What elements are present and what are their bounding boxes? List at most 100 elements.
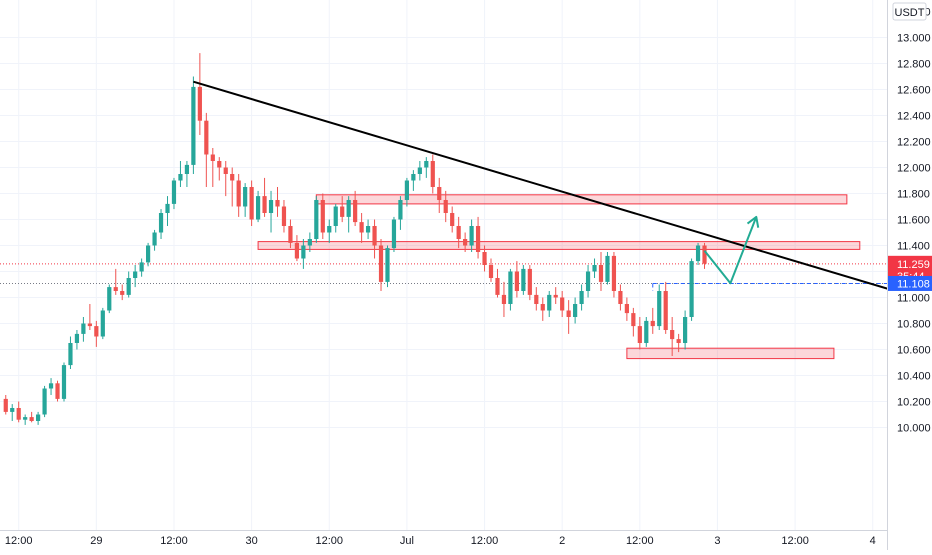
candle-body bbox=[100, 310, 105, 337]
time-tick-label: 12:00 bbox=[5, 535, 33, 547]
candle bbox=[126, 271, 131, 298]
candle-body bbox=[456, 226, 461, 239]
candle bbox=[243, 183, 248, 217]
candle-body bbox=[624, 304, 629, 314]
price-tick-label: 12.800 bbox=[897, 59, 931, 71]
price-tick-label: 10.000 bbox=[897, 423, 931, 435]
candle-body bbox=[689, 261, 694, 317]
candle bbox=[133, 265, 138, 288]
candle bbox=[450, 206, 455, 233]
candle bbox=[547, 291, 552, 317]
candle-body bbox=[566, 310, 571, 317]
candle bbox=[469, 219, 474, 252]
candle-body bbox=[55, 383, 60, 399]
candle bbox=[236, 174, 241, 217]
candle bbox=[81, 317, 86, 342]
candle-body bbox=[139, 262, 144, 272]
candle bbox=[372, 219, 377, 259]
trendline[interactable] bbox=[193, 80, 932, 321]
candle-body bbox=[475, 226, 481, 252]
candle bbox=[676, 333, 681, 353]
candle bbox=[495, 268, 500, 298]
candle-body bbox=[463, 239, 468, 246]
candle bbox=[411, 170, 416, 191]
candle bbox=[107, 284, 112, 314]
candle bbox=[365, 219, 371, 239]
candle bbox=[74, 330, 80, 350]
time-tick-label: 12:00 bbox=[626, 535, 654, 547]
candle-body bbox=[94, 326, 99, 337]
zone-rectangle-3[interactable] bbox=[626, 347, 835, 360]
candle-body bbox=[126, 278, 131, 295]
candle-body bbox=[87, 323, 92, 327]
candle bbox=[437, 177, 442, 213]
candle bbox=[657, 284, 662, 330]
currency-box[interactable] bbox=[892, 2, 927, 21]
candle-body bbox=[676, 339, 681, 343]
projection-path[interactable] bbox=[703, 216, 758, 285]
candle bbox=[430, 154, 435, 194]
candle bbox=[165, 196, 170, 226]
candle-body bbox=[307, 239, 312, 246]
zone-rectangle-1[interactable] bbox=[315, 194, 848, 205]
candle bbox=[346, 196, 351, 233]
price-tick-label: 10.400 bbox=[897, 371, 931, 383]
candle-body bbox=[365, 226, 371, 233]
candle bbox=[275, 187, 280, 217]
candle-body bbox=[495, 278, 500, 295]
candle bbox=[223, 161, 228, 197]
candle-body bbox=[378, 245, 384, 282]
candle-body bbox=[353, 200, 358, 223]
projection-arrowhead bbox=[746, 215, 760, 228]
candle-body bbox=[68, 343, 73, 366]
candle bbox=[55, 380, 60, 402]
price-tick-label: 11.000 bbox=[897, 293, 930, 305]
price-tick-label: 11.400 bbox=[897, 241, 930, 253]
time-tick-label: 29 bbox=[90, 535, 102, 547]
candle bbox=[36, 411, 41, 425]
candle-body bbox=[16, 408, 21, 420]
candle bbox=[598, 252, 604, 291]
price-axis[interactable]: 10.000 10.200 10.400 10.600 10.800 11.000 11.2… bbox=[887, 0, 932, 550]
candle-body bbox=[411, 174, 416, 181]
candle bbox=[508, 268, 513, 311]
candle bbox=[540, 297, 545, 321]
candle bbox=[482, 245, 487, 272]
candle-body bbox=[158, 213, 164, 233]
candle bbox=[249, 180, 254, 226]
candle-body bbox=[243, 187, 248, 207]
candle-body bbox=[29, 417, 34, 421]
candle-body bbox=[255, 196, 261, 220]
candle-body bbox=[631, 313, 636, 327]
candle-body bbox=[107, 287, 112, 311]
candle bbox=[695, 242, 701, 265]
candle-body bbox=[314, 200, 319, 239]
candle bbox=[475, 216, 481, 259]
time-tick-label: 3 bbox=[714, 535, 720, 547]
candle bbox=[644, 317, 649, 347]
candle-body bbox=[36, 414, 41, 421]
candle-body bbox=[404, 180, 409, 200]
candle-body bbox=[359, 222, 364, 233]
time-axis[interactable]: 12:00 29 12:00 30 12:00 Jul 12:00 2 12:00 3 12:00 4 bbox=[0, 530, 887, 548]
candle-body bbox=[605, 255, 610, 282]
candle bbox=[663, 281, 668, 334]
time-tick-label: 4 bbox=[870, 535, 876, 547]
candle-body bbox=[637, 326, 642, 343]
candle-body bbox=[327, 226, 332, 233]
candle-body bbox=[663, 291, 668, 330]
drawings[interactable] bbox=[193, 80, 932, 321]
candle bbox=[139, 258, 144, 277]
candle bbox=[94, 320, 99, 347]
zones[interactable] bbox=[257, 194, 861, 360]
candle-body bbox=[48, 383, 54, 389]
candle bbox=[281, 200, 287, 233]
candle bbox=[48, 378, 54, 395]
candle bbox=[456, 216, 461, 249]
candle bbox=[378, 239, 384, 291]
candle-body bbox=[275, 200, 280, 207]
candle bbox=[650, 307, 655, 334]
zone-rectangle-2[interactable] bbox=[257, 241, 861, 250]
